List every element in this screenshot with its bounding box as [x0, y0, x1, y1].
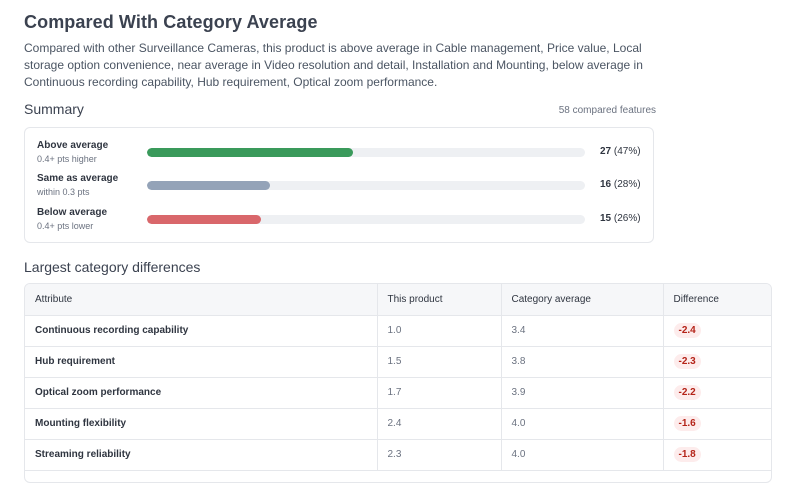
- table-row: Continuous recording capability 1.0 3.4 …: [25, 315, 771, 347]
- compared-features-count: 58 compared features: [558, 105, 656, 116]
- column-header-average: Category average: [501, 284, 664, 316]
- summary-count-value: 15: [600, 213, 612, 224]
- summary-count-percent: (28%): [613, 179, 641, 190]
- progress-track: [147, 181, 585, 190]
- attribute-cell: Mounting flexibility: [25, 408, 378, 440]
- attribute-cell: Optical zoom performance: [25, 377, 378, 409]
- page-title: Compared With Category Average: [24, 12, 318, 32]
- product-score-cell: 1.0: [377, 315, 502, 347]
- attribute-cell: Hub requirement: [25, 346, 378, 378]
- summary-sublabel: 0.4+ pts lower: [37, 221, 94, 231]
- summary-sublabel: 0.4+ pts higher: [37, 154, 97, 164]
- table-row: Mounting flexibility 2.4 4.0 -1.6: [25, 408, 771, 440]
- progress-track: [147, 215, 585, 224]
- difference-cell: -1.6: [663, 408, 771, 440]
- column-header-difference: Difference: [663, 284, 771, 316]
- summary-heading: Summary: [24, 101, 84, 117]
- difference-badge: -1.8: [673, 447, 701, 462]
- product-score-cell: 2.4: [377, 408, 502, 440]
- product-score-cell: 1.7: [377, 377, 502, 409]
- summary-row-below: Below average 0.4+ pts lower 15 (26%): [25, 207, 655, 237]
- table-header-row: Attribute This product Category average …: [25, 284, 771, 316]
- difference-cell: -1.8: [663, 439, 771, 471]
- product-score-cell: 2.3: [377, 439, 502, 471]
- difference-cell: -2.2: [663, 377, 771, 409]
- summary-label: Same as average: [37, 173, 119, 184]
- category-average-cell: 4.0: [501, 408, 664, 440]
- difference-cell: -2.3: [663, 346, 771, 378]
- table-row: Optical zoom performance 1.7 3.9 -2.2: [25, 377, 771, 409]
- category-average-cell: 3.9: [501, 377, 664, 409]
- summary-count: 15 (26%): [600, 213, 641, 224]
- difference-badge: -2.2: [673, 385, 701, 400]
- summary-count-value: 16: [600, 179, 612, 190]
- category-average-cell: 4.0: [501, 439, 664, 471]
- page-description: Compared with other Surveillance Cameras…: [24, 41, 643, 89]
- summary-count: 27 (47%): [600, 146, 641, 157]
- column-header-attribute: Attribute: [25, 284, 378, 316]
- attribute-cell: Streaming reliability: [25, 439, 378, 471]
- differences-heading: Largest category differences: [24, 259, 201, 275]
- summary-row-same: Same as average within 0.3 pts 16 (28%): [25, 173, 655, 203]
- progress-fill: [147, 215, 261, 224]
- progress-fill: [147, 181, 270, 190]
- difference-cell: -2.4: [663, 315, 771, 347]
- summary-count-percent: (26%): [613, 213, 641, 224]
- difference-badge: -1.6: [673, 416, 701, 431]
- difference-badge: -2.3: [673, 354, 701, 369]
- summary-sublabel: within 0.3 pts: [37, 187, 90, 197]
- summary-label: Below average: [37, 207, 108, 218]
- category-average-cell: 3.8: [501, 346, 664, 378]
- summary-count-value: 27: [600, 146, 612, 157]
- summary-label: Above average: [37, 140, 109, 151]
- differences-table: Attribute This product Category average …: [24, 283, 772, 483]
- summary-row-above: Above average 0.4+ pts higher 27 (47%): [25, 140, 655, 170]
- summary-count-percent: (47%): [613, 146, 641, 157]
- summary-card: Above average 0.4+ pts higher 27 (47%) S…: [24, 127, 654, 243]
- progress-fill: [147, 148, 353, 157]
- summary-count: 16 (28%): [600, 179, 641, 190]
- table-row: Hub requirement 1.5 3.8 -2.3: [25, 346, 771, 378]
- product-score-cell: 1.5: [377, 346, 502, 378]
- attribute-cell: Continuous recording capability: [25, 315, 378, 347]
- difference-badge: -2.4: [673, 323, 701, 338]
- column-header-product: This product: [377, 284, 502, 316]
- progress-track: [147, 148, 585, 157]
- table-row: Streaming reliability 2.3 4.0 -1.8: [25, 439, 771, 471]
- category-average-cell: 3.4: [501, 315, 664, 347]
